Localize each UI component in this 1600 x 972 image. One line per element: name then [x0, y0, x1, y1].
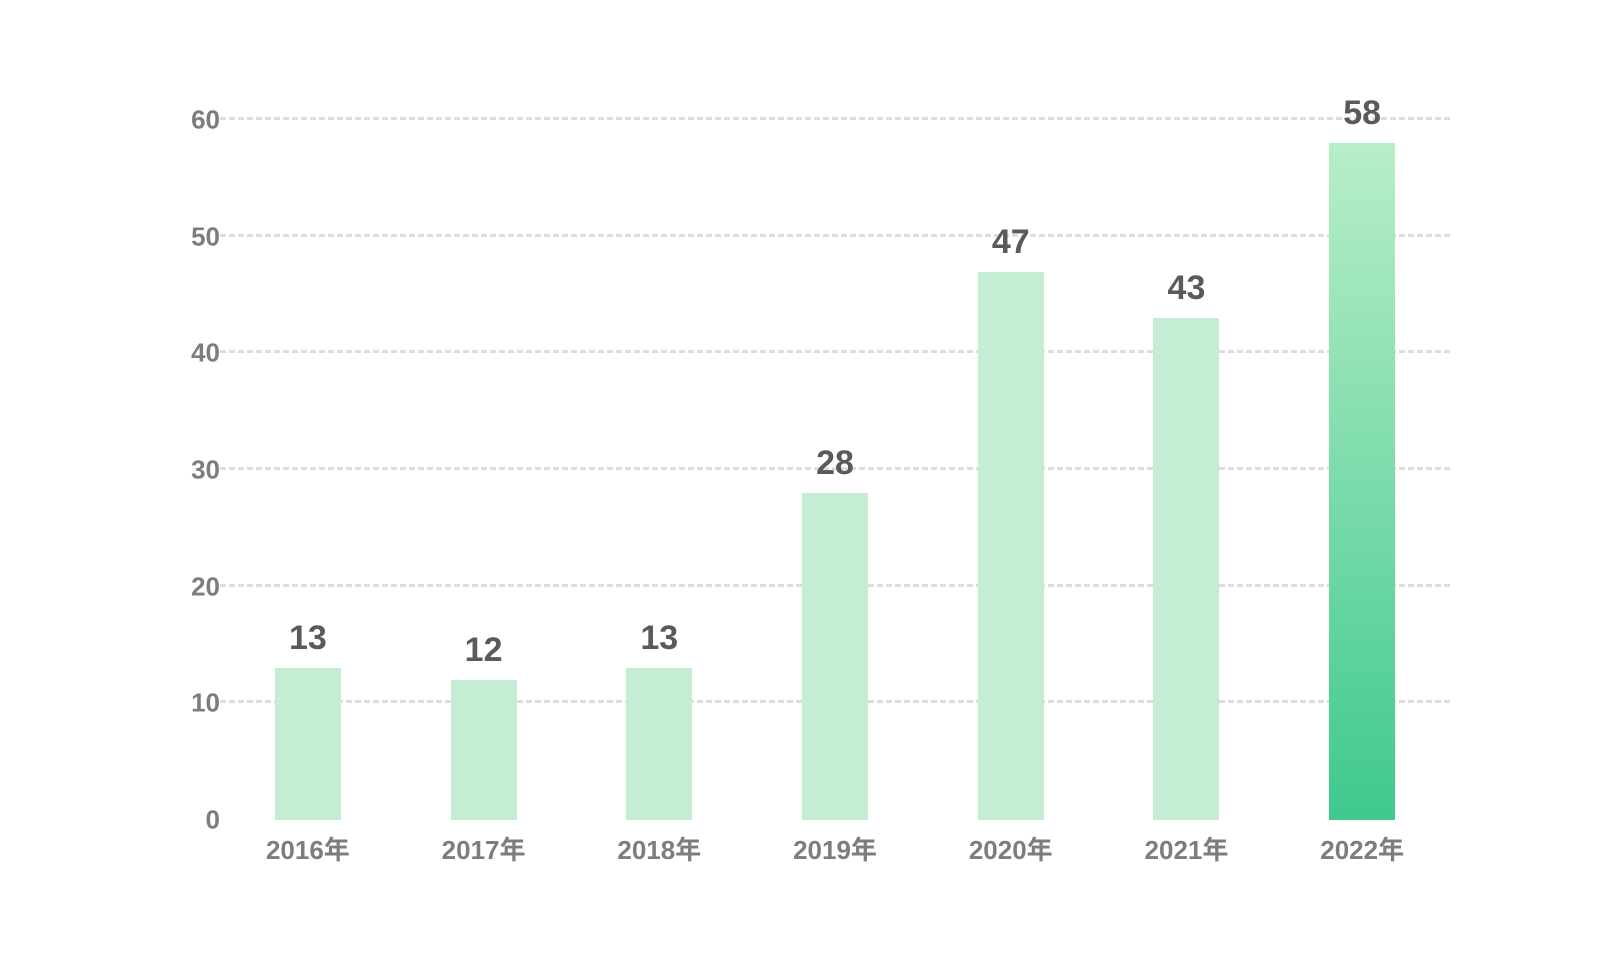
chart-y-tick-label: 20	[191, 571, 220, 602]
chart-bar-slot: 12	[396, 120, 572, 820]
chart-bar-slot: 13	[571, 120, 747, 820]
chart-y-tick-label: 30	[191, 455, 220, 486]
chart-y-tick-label: 10	[191, 688, 220, 719]
chart-bar: 47	[978, 272, 1044, 820]
chart-x-tick-label: 2020年	[923, 830, 1099, 867]
chart-bar: 28	[802, 493, 868, 820]
chart-bar: 58	[1329, 143, 1395, 820]
chart-bar-slot: 58	[1274, 120, 1450, 820]
chart-bar-value-label: 58	[1343, 94, 1381, 133]
chart-bar: 13	[626, 668, 692, 820]
chart-bar-slot: 13	[220, 120, 396, 820]
chart-y-tick-label: 60	[191, 105, 220, 136]
chart-bar-slot: 28	[747, 120, 923, 820]
chart-x-tick-label: 2018年	[571, 830, 747, 867]
chart-bar-slot: 43	[1099, 120, 1275, 820]
chart-x-tick-label: 2019年	[747, 830, 923, 867]
chart-plot-area: 13121328474358	[220, 120, 1450, 820]
chart-y-tick-label: 40	[191, 338, 220, 369]
chart-y-tick-label: 50	[191, 221, 220, 252]
chart-bar: 13	[275, 668, 341, 820]
chart-x-tick-label: 2016年	[220, 830, 396, 867]
chart-bar-value-label: 13	[640, 619, 678, 658]
chart-bar-value-label: 12	[465, 631, 503, 670]
chart-bars-row: 13121328474358	[220, 120, 1450, 820]
chart-x-tick-label: 2022年	[1274, 830, 1450, 867]
chart-x-tick-label: 2017年	[396, 830, 572, 867]
chart-bar: 43	[1153, 318, 1219, 820]
chart-bar-value-label: 47	[992, 223, 1030, 262]
chart-y-tick-label: 0	[206, 805, 220, 836]
chart-bar-slot: 47	[923, 120, 1099, 820]
bar-chart: 13121328474358 2016年2017年2018年2019年2020年…	[150, 100, 1470, 890]
chart-x-tick-label: 2021年	[1099, 830, 1275, 867]
chart-bar-value-label: 13	[289, 619, 327, 658]
chart-x-axis-labels: 2016年2017年2018年2019年2020年2021年2022年	[220, 830, 1450, 867]
chart-bar: 12	[451, 680, 517, 820]
chart-bar-value-label: 28	[816, 444, 854, 483]
chart-bar-value-label: 43	[1168, 269, 1206, 308]
